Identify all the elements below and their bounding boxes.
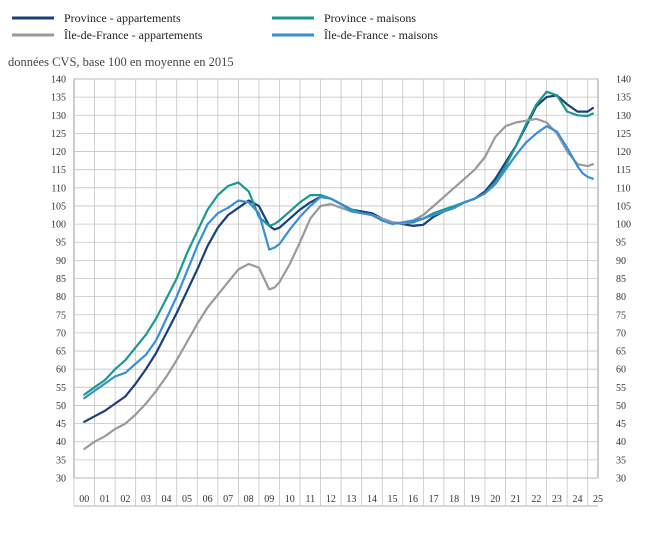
y-tick-label-left: 90: [56, 256, 66, 267]
grid: [73, 78, 599, 479]
y-tick-label-left: 95: [56, 238, 66, 249]
x-tick-label: 11: [305, 494, 315, 505]
y-tick-label-right: 105: [616, 201, 631, 212]
y-tick-label-left: 65: [56, 347, 66, 358]
y-tick-label-left: 115: [51, 165, 66, 176]
legend-label: Île-de-France - maisons: [324, 28, 438, 42]
y-tick-label-right: 60: [616, 365, 626, 376]
y-tick-label-right: 135: [616, 93, 631, 104]
y-tick-label-left: 105: [51, 201, 66, 212]
y-tick-label-left: 60: [56, 365, 66, 376]
y-tick-label-right: 55: [616, 383, 626, 394]
y-tick-label-left: 85: [56, 274, 66, 285]
y-tick-label-left: 35: [56, 455, 66, 466]
x-tick-label: 18: [449, 494, 459, 505]
y-tick-label-right: 75: [616, 310, 626, 321]
series-line-2: [83, 90, 595, 396]
x-tick-label: 05: [182, 494, 192, 505]
y-tick-label-left: 70: [56, 328, 66, 339]
x-tick-label: 21: [511, 494, 521, 505]
x-tick-label: 13: [346, 494, 356, 505]
y-tick-label-right: 40: [616, 437, 626, 448]
x-tick-label: 08: [244, 494, 254, 505]
x-tick-label: 00: [79, 494, 89, 505]
y-tick-label-right: 130: [616, 111, 631, 122]
y-tick-label-left: 125: [51, 129, 66, 140]
x-tick-label: 06: [203, 494, 213, 505]
y-tick-label-left: 50: [56, 401, 66, 412]
y-tick-label-right: 95: [616, 238, 626, 249]
x-tick-label: 15: [388, 494, 398, 505]
y-tick-label-left: 120: [51, 147, 66, 158]
x-tick-label: 19: [470, 494, 480, 505]
y-tick-label-right: 35: [616, 455, 626, 466]
x-tick-label: 16: [408, 494, 418, 505]
series-group: [83, 90, 595, 451]
y-tick-label-right: 120: [616, 147, 631, 158]
y-tick-label-left: 135: [51, 93, 66, 104]
legend-label: Province - appartements: [64, 11, 181, 25]
y-tick-label-left: 140: [51, 75, 66, 86]
y-tick-label-left: 55: [56, 383, 66, 394]
x-tick-label: 02: [120, 494, 130, 505]
y-tick-label-left: 30: [56, 474, 66, 485]
y-axis-left: 30 35 40 45 50 55 60 65 70 75 80 85 90 95 100 105 110 115…: [51, 75, 66, 485]
chart-subtitle: données CVS, base 100 en moyenne en 2015: [8, 55, 234, 69]
y-tick-label-left: 100: [51, 220, 66, 231]
x-tick-label: 25: [593, 494, 603, 505]
y-tick-label-right: 90: [616, 256, 626, 267]
x-tick-label: 04: [161, 494, 171, 505]
x-tick-label: 09: [264, 494, 274, 505]
x-tick-label: 17: [429, 494, 439, 505]
series-line-3: [83, 117, 595, 451]
y-tick-label-right: 30: [616, 474, 626, 485]
x-tick-label: 23: [552, 494, 562, 505]
y-tick-label-right: 65: [616, 347, 626, 358]
y-tick-label-left: 75: [56, 310, 66, 321]
series-line-4: [83, 125, 595, 400]
x-tick-label: 22: [531, 494, 541, 505]
y-tick-label-right: 45: [616, 419, 626, 430]
x-tick-label: 14: [367, 494, 377, 505]
y-tick-label-right: 70: [616, 328, 626, 339]
y-tick-label-right: 110: [616, 183, 631, 194]
x-tick-label: 24: [572, 494, 582, 505]
y-tick-label-right: 115: [616, 165, 631, 176]
y-tick-label-left: 40: [56, 437, 66, 448]
legend-label: Province - maisons: [324, 11, 416, 25]
x-tick-label: 20: [490, 494, 500, 505]
x-tick-label: 03: [141, 494, 151, 505]
y-tick-label-left: 45: [56, 419, 66, 430]
legend: Province - appartements Province - maison…: [12, 11, 438, 42]
y-tick-label-right: 85: [616, 274, 626, 285]
y-tick-label-left: 130: [51, 111, 66, 122]
y-tick-label-right: 80: [616, 292, 626, 303]
y-tick-label-right: 100: [616, 220, 631, 231]
x-tick-label: 01: [100, 494, 110, 505]
y-tick-label-left: 110: [51, 183, 66, 194]
y-tick-label-right: 50: [616, 401, 626, 412]
y-tick-label-right: 125: [616, 129, 631, 140]
x-tick-label: 10: [285, 494, 295, 505]
y-tick-label-left: 80: [56, 292, 66, 303]
x-tick-label: 12: [326, 494, 336, 505]
x-tick-label: 07: [223, 494, 233, 505]
y-tick-label-right: 140: [616, 75, 631, 86]
x-axis: 00 01 02 03 04 05 06 07 08 09 10 11 12 13 14 15 16 17 18 19…: [73, 478, 603, 507]
legend-label: Île-de-France - appartements: [64, 28, 203, 42]
y-axis-right: 30 35 40 45 50 55 60 65 70 75 80 85 90 95 100 105 110 115…: [616, 75, 631, 485]
